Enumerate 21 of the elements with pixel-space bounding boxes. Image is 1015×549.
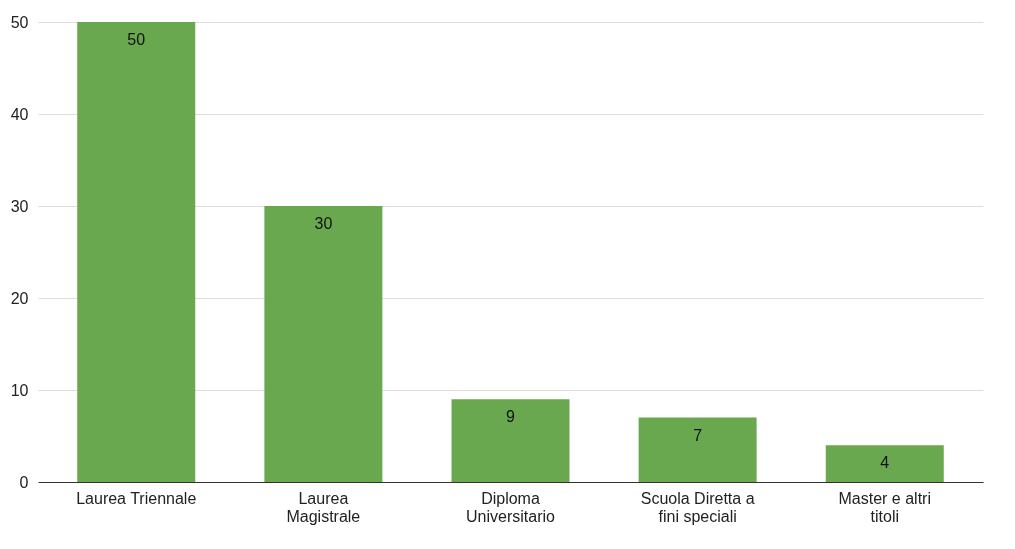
data-label: 50 [127,31,146,48]
x-tick-label: Scuola Diretta a fini speciali [640,489,755,525]
data-label: 9 [506,408,516,426]
y-tick-label: 40 [10,105,29,123]
bar [638,417,757,482]
bar [77,22,196,482]
x-tick-label: Laurea Triennale [76,489,197,507]
y-tick-label: 20 [10,289,29,307]
bar [264,206,383,482]
data-label: 7 [693,426,703,444]
y-tick-label: 10 [10,381,29,399]
y-tick-label: 50 [10,13,29,31]
x-tick-label: Laurea Magistrale [286,489,361,525]
y-tick-label: 0 [19,473,29,491]
data-label: 30 [314,215,333,232]
x-tick-label: Master e altri titoli [838,489,931,525]
x-tick-label: Diploma Universitario [466,489,556,525]
data-label: 4 [880,454,890,472]
y-tick-label: 30 [10,197,29,215]
bar [825,445,944,482]
bar [451,399,570,482]
